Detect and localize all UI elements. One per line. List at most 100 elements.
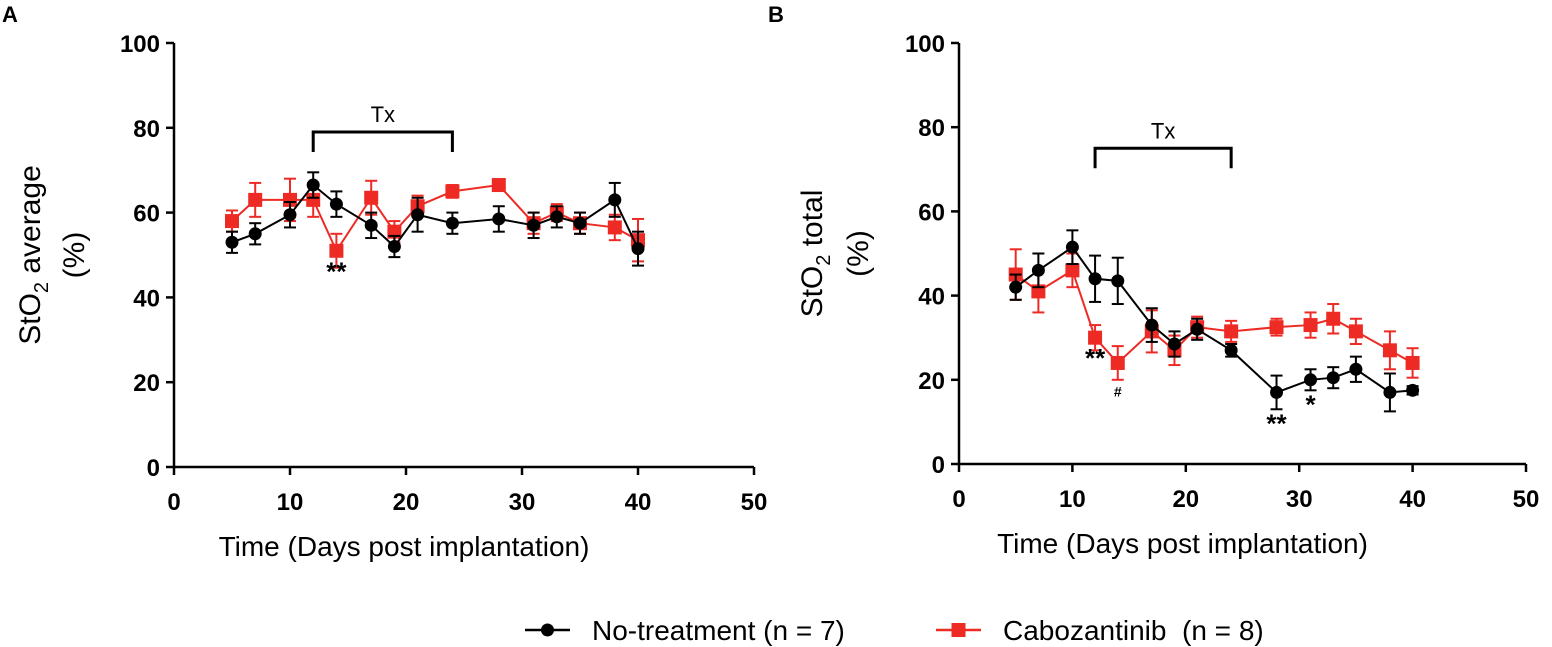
treatment-bracket (311, 130, 454, 153)
data-point (248, 192, 263, 207)
x-axis-title: Time (Days post implantation) (219, 531, 590, 562)
y-axis-title-main: StO (14, 293, 47, 345)
x-tick-label: 50 (1513, 486, 1540, 513)
treatment-bracket (1093, 146, 1233, 169)
data-point (1326, 311, 1341, 326)
data-point (1065, 263, 1080, 278)
data-point (492, 212, 506, 226)
y-axis-title-main: StO (796, 266, 829, 318)
legend-item-cabozantinib: Cabozantinib (n = 8) (936, 615, 1264, 646)
chart-panel-a: A 0 20 40 60 80 100 0 10 20 30 40 50 Time (Days post … (2, 2, 767, 562)
panel-label: B (768, 2, 784, 27)
data-point (1269, 320, 1284, 335)
data-point (607, 220, 622, 235)
y-axis-title-subscript: 2 (31, 282, 53, 293)
data-point (364, 218, 378, 232)
data-point (283, 192, 297, 207)
x-axis-title: Time (Days post implantation) (997, 528, 1368, 559)
data-point (248, 227, 262, 241)
data-point (1303, 318, 1318, 333)
x-tick-label: 30 (1286, 486, 1313, 513)
y-tick-label: 0 (147, 455, 160, 482)
y-tick-label: 100 (120, 31, 160, 58)
x-tick-label: 10 (1059, 486, 1086, 513)
y-tick-label: 80 (918, 115, 945, 142)
x-tick-label: 20 (1172, 486, 1199, 513)
series-cabozantinib (1008, 248, 1420, 381)
legend-label: No-treatment (n = 7) (592, 615, 845, 646)
legend-marker (951, 623, 966, 637)
x-tick-label: 30 (509, 489, 536, 516)
legend-marker (541, 623, 554, 637)
significance-marker: ** (1266, 408, 1287, 438)
legend-item-no-treatment: No-treatment (n = 7) (525, 615, 845, 646)
data-point (1088, 330, 1103, 345)
data-point (306, 178, 320, 192)
data-point (550, 210, 564, 224)
significance-marker: * (1305, 389, 1316, 419)
significance-marker: ** (326, 256, 347, 286)
data-point (387, 240, 401, 254)
data-point (1031, 263, 1045, 277)
y-axis-title-rest: total (796, 190, 829, 255)
data-point (1088, 272, 1102, 286)
data-point (364, 190, 379, 205)
chart-panel-b: B 0 20 40 60 80 100 0 10 20 30 40 50 Time (Days post … (768, 2, 1539, 559)
y-axis-title: StO2 total (796, 190, 835, 318)
data-point (1349, 362, 1363, 376)
data-point (1405, 355, 1420, 370)
y-tick-label: 0 (932, 452, 945, 479)
data-point (1383, 385, 1397, 399)
x-tick-label: 0 (167, 489, 180, 516)
x-tick-label: 40 (1399, 486, 1426, 513)
x-tick-label: 50 (741, 489, 768, 516)
legend: No-treatment (n = 7) Cabozantinib (n = 8) (525, 615, 1264, 646)
y-tick-label: 40 (918, 284, 945, 311)
series-no-treatment (1009, 229, 1420, 413)
treatment-label: Tx (1151, 118, 1175, 143)
y-axis-title-unit: (%) (842, 230, 875, 277)
data-point (411, 208, 425, 222)
y-axis-title: StO2 average (14, 165, 53, 345)
data-point (1145, 318, 1159, 332)
data-point (1065, 240, 1079, 254)
data-point (608, 193, 622, 207)
panel-label: A (2, 2, 18, 27)
data-point (1304, 373, 1318, 387)
data-point (1190, 322, 1204, 336)
data-point (445, 184, 460, 199)
y-tick-label: 100 (905, 31, 945, 58)
data-point (225, 214, 239, 229)
data-point (306, 192, 321, 207)
y-tick-label: 60 (133, 201, 160, 228)
series-no-treatment (225, 171, 645, 267)
y-axis-title-rest: average (14, 165, 47, 282)
data-point (1224, 324, 1239, 339)
significance-marker: # (1114, 384, 1122, 400)
data-point (1326, 371, 1340, 385)
y-tick-label: 40 (133, 285, 160, 312)
y-axis-title-subscript: 2 (813, 255, 835, 266)
data-point (283, 208, 297, 222)
series-line (1015, 268, 1414, 365)
x-tick-label: 0 (952, 486, 965, 513)
data-point (329, 197, 343, 211)
data-point (1110, 355, 1125, 370)
data-point (1009, 280, 1023, 294)
data-point (1167, 337, 1181, 351)
y-tick-label: 80 (133, 116, 160, 143)
significance-marker: ** (1085, 343, 1106, 373)
data-point (445, 216, 459, 230)
y-axis-title-unit: (%) (58, 232, 91, 279)
data-point (631, 242, 645, 256)
legend-label: Cabozantinib (n = 8) (1003, 615, 1264, 646)
data-point (1382, 343, 1397, 358)
y-tick-label: 20 (918, 368, 945, 395)
data-point (1270, 385, 1284, 399)
data-point (329, 243, 344, 258)
data-point (225, 235, 239, 249)
data-point (573, 216, 587, 230)
y-tick-label: 20 (133, 370, 160, 397)
data-point (1224, 343, 1238, 357)
